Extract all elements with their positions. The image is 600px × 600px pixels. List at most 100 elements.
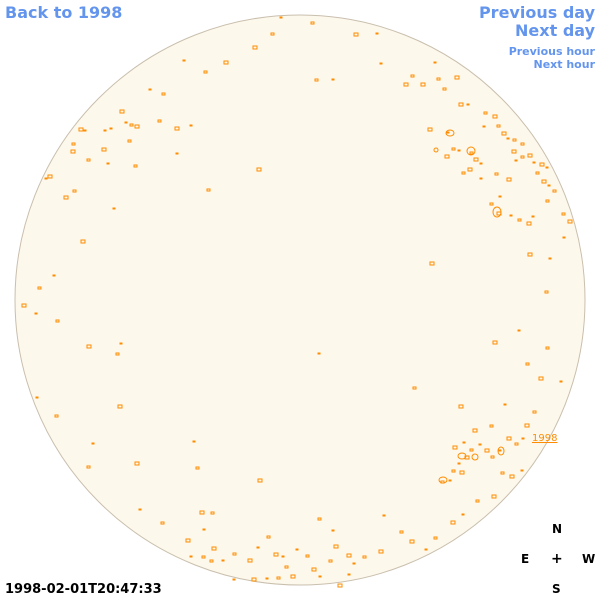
feature-contour [189,555,193,558]
feature-contour [532,161,536,164]
feature-contour [210,511,215,515]
feature-contour [106,162,110,165]
feature-contour [337,583,343,588]
feature-contour [127,139,132,143]
feature-contour [221,559,225,562]
feature-contour [492,340,498,345]
feature-contour [232,552,237,556]
feature-contour [450,520,456,525]
feature-contour [209,559,214,563]
compass-center-cross: + [551,551,563,567]
feature-contour [520,142,525,146]
feature-contour [491,494,497,499]
feature-contour [273,552,279,557]
next-day-link[interactable]: Next day [515,21,595,40]
feature-contour [479,162,483,165]
feature-contour [412,386,417,390]
feature-contour [527,153,533,158]
feature-contour [117,404,123,409]
feature-contour [462,441,466,444]
feature-contour [429,261,435,266]
feature-contour [47,174,53,179]
feature-contour [448,479,452,482]
feature-contour [78,127,84,132]
feature-contour [512,138,517,142]
feature-contour [34,312,38,315]
feature-contour [290,574,296,579]
feature-contour [552,189,557,193]
feature-contour [347,573,351,576]
feature-contour [532,410,537,414]
feature-contour [37,286,42,290]
feature-contour [451,147,456,151]
feature-contour [80,239,86,244]
feature-contour [498,195,502,198]
feature-contour [256,167,262,172]
feature-contour [527,252,533,257]
feature-contour [331,529,335,532]
compass-east: E [521,552,530,566]
feature-contour [433,61,437,64]
previous-hour-link[interactable]: Previous hour [508,45,595,58]
feature-contour [492,206,502,218]
feature-contour [129,123,134,127]
feature-contour [464,455,470,460]
active-region-label[interactable]: 1998 [532,433,558,444]
feature-contour [454,75,460,80]
feature-contour [112,207,116,210]
feature-contour [54,414,59,418]
feature-contour [175,152,179,155]
feature-contour [459,470,465,475]
feature-contour [457,462,461,465]
feature-contour [284,565,289,569]
feature-contour [461,513,465,516]
feature-contour [133,164,138,168]
feature-contour [192,440,196,443]
next-hour-link[interactable]: Next hour [533,58,596,71]
feature-contour [115,352,120,356]
feature-contour [202,528,206,531]
feature-contour [484,448,490,453]
feature-contour [490,455,495,459]
feature-contour [247,558,253,563]
feature-contour [562,236,566,239]
feature-contour [310,21,315,25]
feature-contour [185,538,191,543]
feature-contour [531,215,535,218]
feature-contour [91,442,95,445]
feature-contour [101,147,107,152]
feature-contour [514,159,518,162]
feature-contour [445,129,455,137]
feature-contour [203,70,208,74]
feature-contour [520,469,524,472]
feature-contour [399,530,404,534]
feature-contour [509,474,515,479]
feature-contour [475,499,480,503]
feature-contour [525,362,530,366]
feature-contour [509,214,513,217]
feature-contour [63,195,69,200]
feature-contour [86,344,92,349]
solar-feature-contours [21,16,573,588]
feature-contour [521,437,525,440]
feature-contour [317,352,321,355]
feature-contour [346,553,352,558]
feature-contour [317,517,322,521]
feature-contour [467,167,473,172]
observation-timestamp: 1998-02-01T20:47:33 [5,582,162,597]
feature-contour [545,346,550,350]
feature-contour [520,155,525,159]
feature-contour [420,82,426,87]
feature-contour [378,549,384,554]
feature-contour [352,562,356,565]
feature-contour [469,151,474,155]
feature-contour [506,436,512,441]
feature-contour [438,476,448,484]
feature-contour [281,555,285,558]
back-to-year-link[interactable]: Back to 1998 [5,3,123,22]
previous-day-link[interactable]: Previous day [478,3,595,22]
feature-contour [514,442,519,446]
feature-contour [545,166,549,169]
feature-contour [83,129,87,132]
